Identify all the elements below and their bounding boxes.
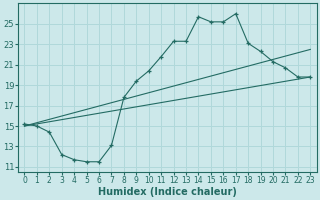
X-axis label: Humidex (Indice chaleur): Humidex (Indice chaleur) <box>98 187 237 197</box>
